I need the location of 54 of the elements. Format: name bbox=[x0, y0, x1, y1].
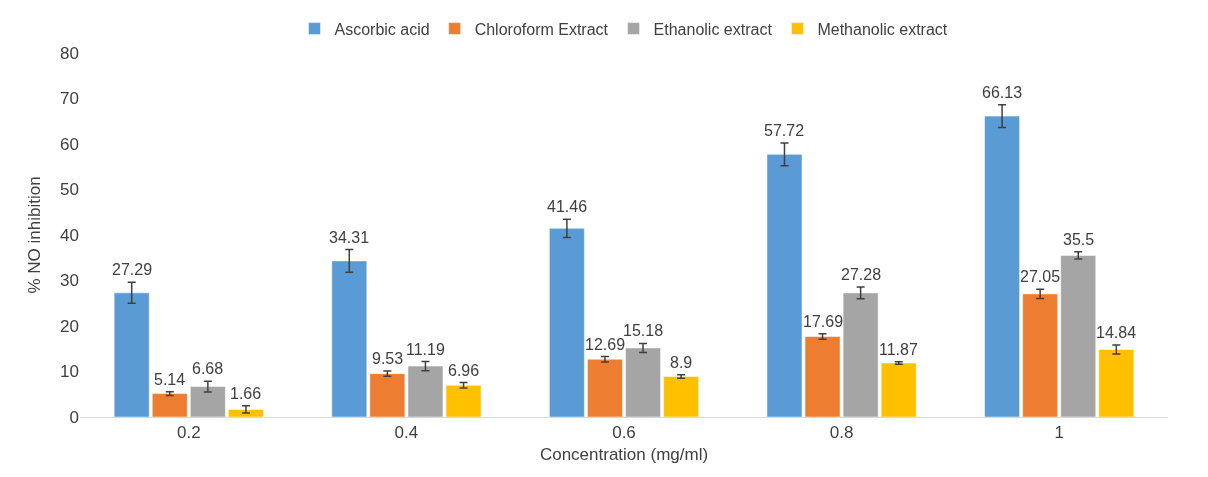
data-label: 8.9 bbox=[670, 354, 693, 371]
bar bbox=[1060, 255, 1097, 417]
data-label: 35.5 bbox=[1063, 231, 1095, 248]
y-tick-label: 30 bbox=[60, 271, 79, 291]
bar bbox=[228, 409, 264, 417]
x-tick-label: 0.6 bbox=[612, 423, 636, 443]
bar bbox=[984, 115, 1020, 417]
y-tick-label: 40 bbox=[60, 225, 79, 245]
y-tick-label: 80 bbox=[60, 43, 79, 63]
bar bbox=[549, 228, 585, 417]
x-tick-label: 0.2 bbox=[176, 423, 201, 443]
y-tick-label: 70 bbox=[60, 89, 79, 109]
bar bbox=[880, 362, 917, 417]
x-tick-label: 0.8 bbox=[829, 423, 854, 443]
bar bbox=[663, 376, 699, 417]
bar bbox=[331, 260, 368, 417]
y-tick-label: 10 bbox=[60, 362, 79, 382]
y-tick-label: 60 bbox=[60, 134, 79, 154]
bar bbox=[587, 359, 623, 417]
legend-label: Chloroform Extract bbox=[474, 20, 609, 38]
x-axis-title: Concentration (mg/ml) bbox=[539, 444, 709, 464]
x-tick-label: 0.4 bbox=[394, 423, 419, 443]
data-label: 27.29 bbox=[112, 261, 153, 278]
legend-label: Ethanolic extract bbox=[653, 20, 773, 38]
data-label: 15.18 bbox=[623, 322, 664, 339]
legend-label: Ascorbic acid bbox=[334, 20, 430, 38]
data-label: 1.66 bbox=[230, 385, 262, 402]
y-tick-label: 20 bbox=[60, 316, 79, 336]
y-tick-label: 0 bbox=[69, 407, 79, 427]
data-label: 11.87 bbox=[879, 341, 918, 358]
bar bbox=[190, 386, 226, 417]
data-label: 17.69 bbox=[803, 313, 844, 330]
data-label: 27.05 bbox=[1020, 268, 1061, 285]
data-label: 6.96 bbox=[448, 362, 480, 379]
data-label: 6.68 bbox=[192, 360, 224, 377]
bar bbox=[1098, 349, 1135, 417]
data-label: 34.31 bbox=[329, 229, 370, 246]
bar bbox=[113, 292, 150, 417]
bar bbox=[151, 393, 188, 417]
data-label: 27.28 bbox=[841, 266, 882, 283]
data-label: 41.46 bbox=[547, 198, 588, 215]
data-label: 57.72 bbox=[764, 122, 805, 139]
data-label: 11.19 bbox=[406, 341, 445, 358]
y-axis-title: % NO inhibition bbox=[24, 176, 44, 294]
bar bbox=[1022, 293, 1058, 417]
data-label: 5.14 bbox=[154, 371, 186, 388]
data-label: 9.53 bbox=[372, 350, 404, 367]
data-label: 14.84 bbox=[1096, 324, 1137, 341]
data-label: 66.13 bbox=[982, 84, 1023, 101]
y-tick-label: 50 bbox=[60, 180, 79, 200]
data-label: 12.69 bbox=[585, 336, 626, 353]
x-tick-label: 1 bbox=[1054, 423, 1064, 443]
legend-label: Methanolic extract bbox=[817, 20, 948, 38]
bar bbox=[625, 347, 661, 417]
